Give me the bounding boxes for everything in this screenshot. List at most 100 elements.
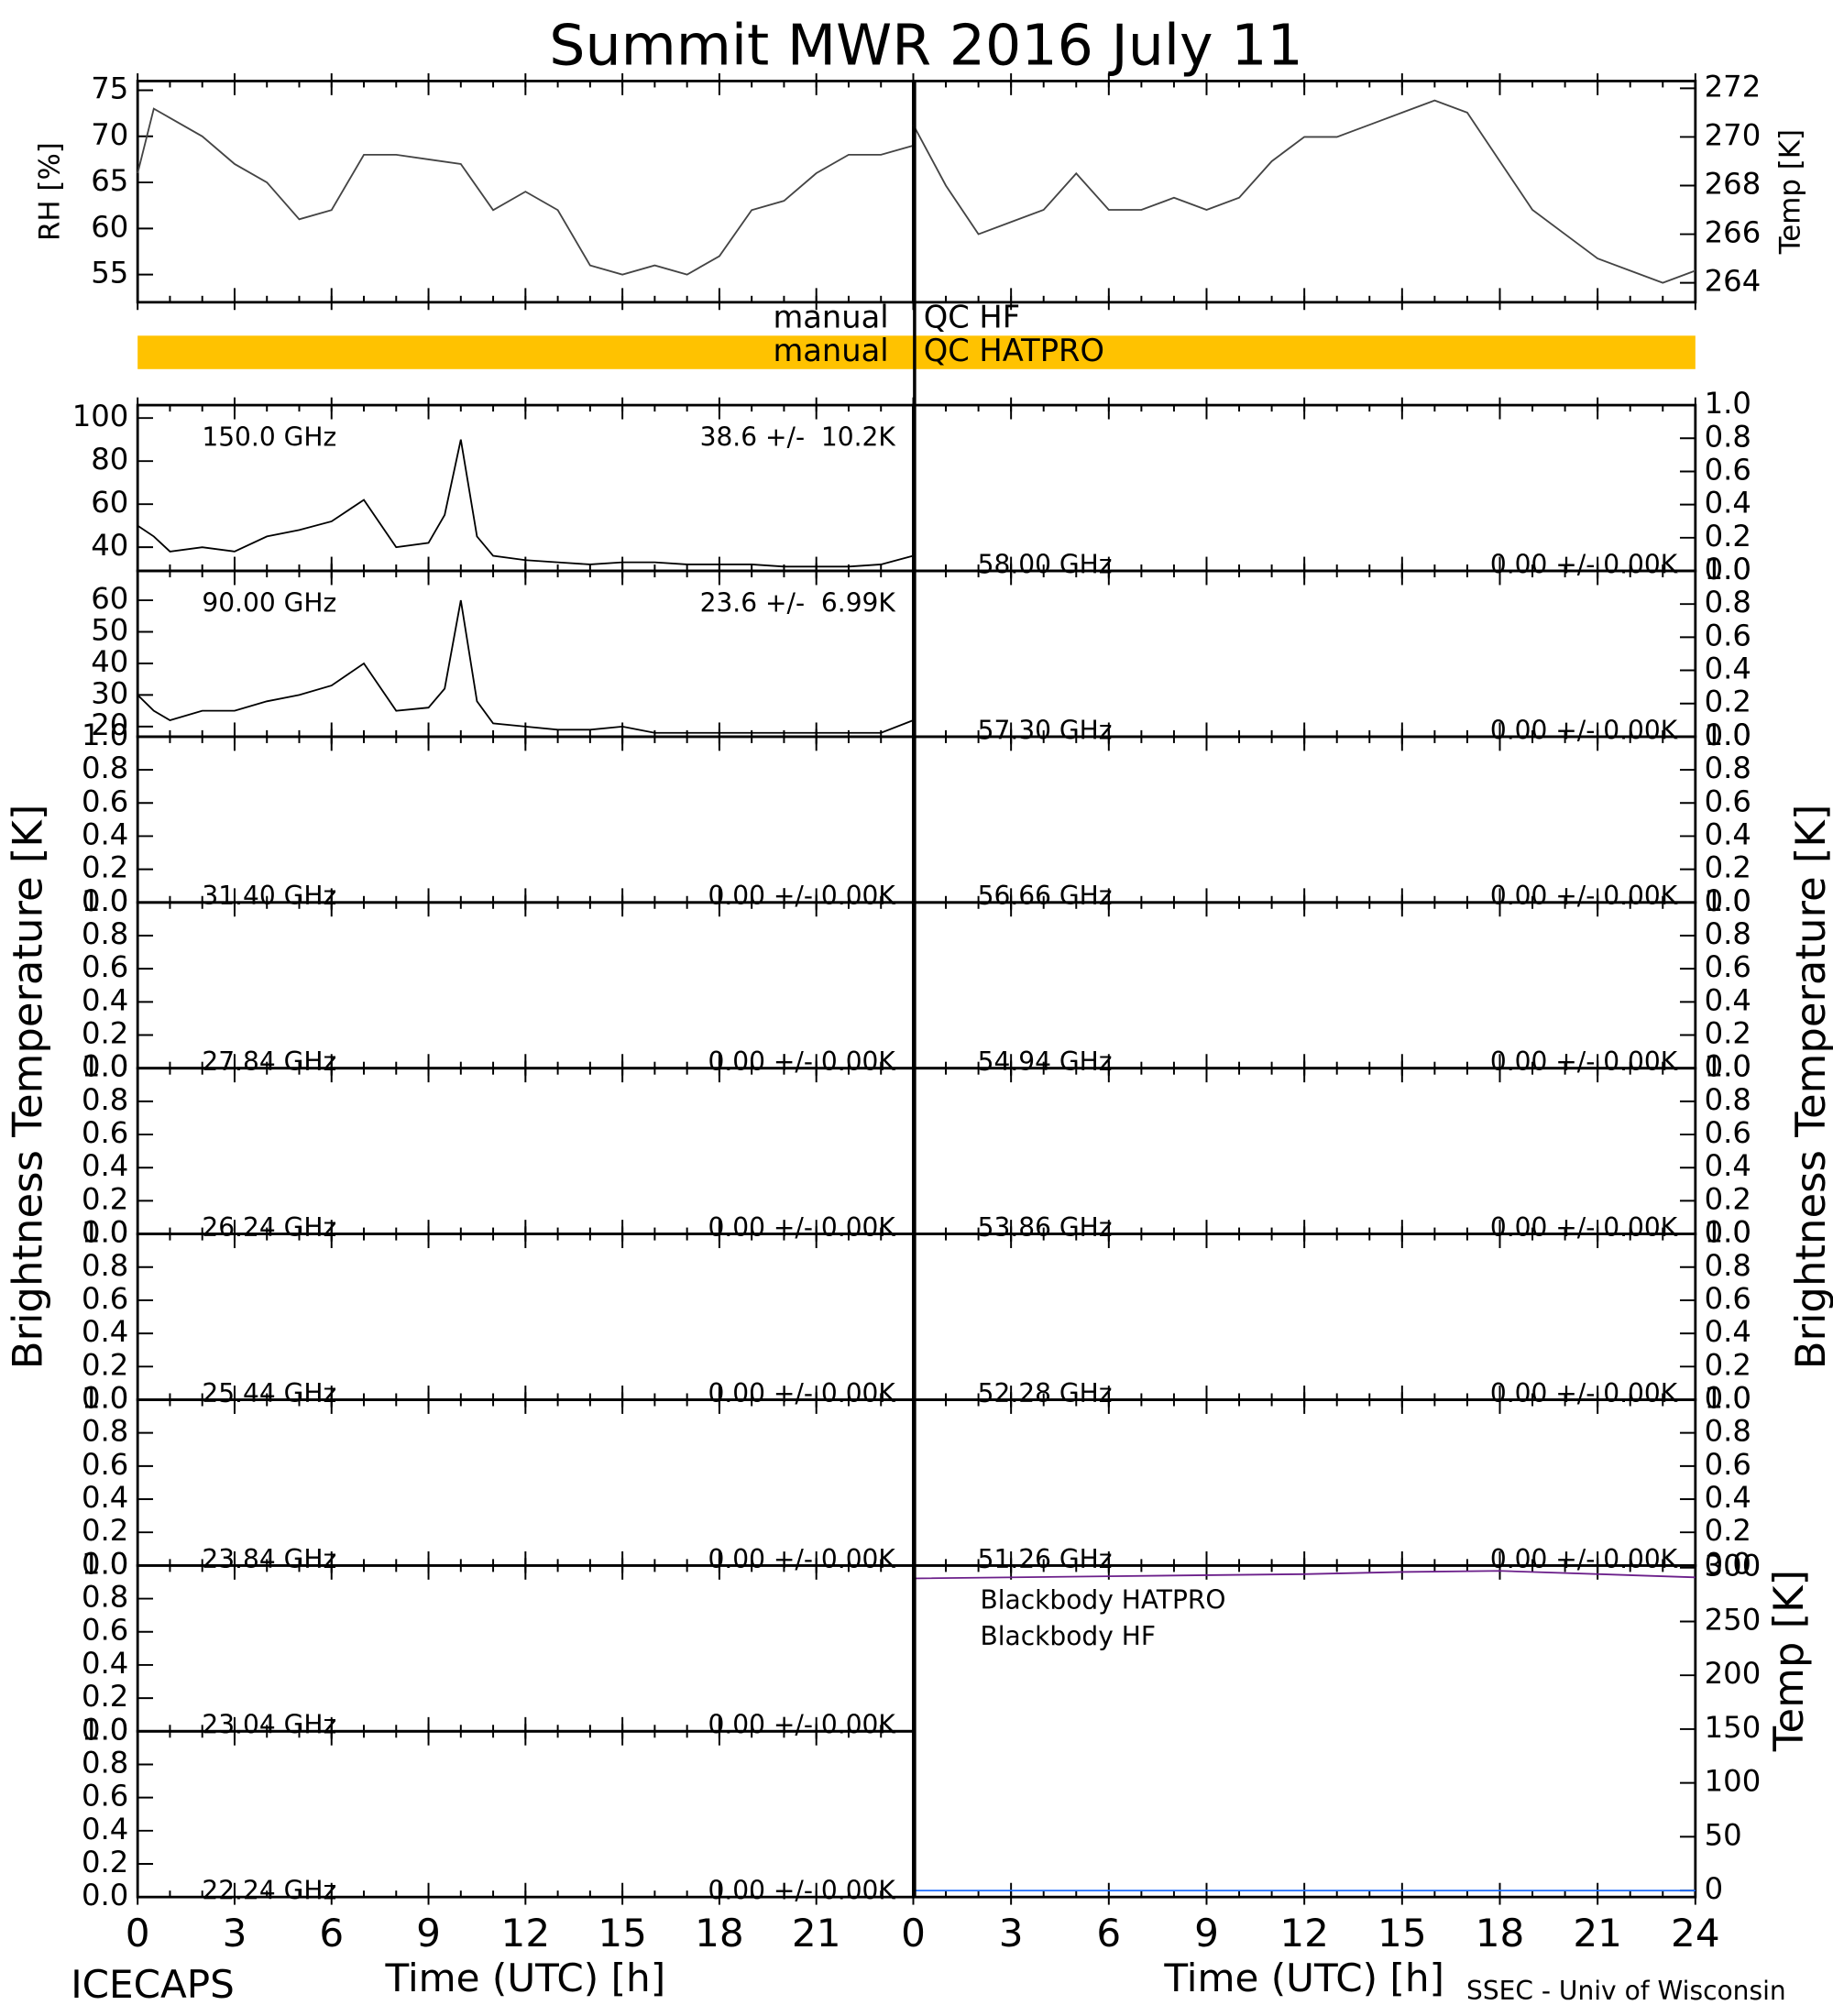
y-tick-label: 0.8 xyxy=(1705,1082,1751,1117)
data-line xyxy=(137,107,914,276)
channel-label: 27.84 GHz xyxy=(202,1046,336,1077)
x-tick-label: 24 xyxy=(1671,1911,1720,1956)
y-tick-label: 40 xyxy=(91,644,128,679)
channel-label: 150.0 GHz xyxy=(202,422,336,453)
y-tick-label: 0.6 xyxy=(82,1779,128,1813)
y-tick-label: 0.0 xyxy=(1705,1049,1751,1084)
y-tick-label: 266 xyxy=(1705,215,1762,250)
data-line xyxy=(913,1570,1696,1580)
y-tick-label: 0.6 xyxy=(82,1613,128,1648)
channel-stats: 0.00 +/- 0.00K xyxy=(708,1378,896,1408)
y-tick-label: 30 xyxy=(91,675,128,710)
y-axis-title: Temp [K] xyxy=(1774,129,1807,255)
x-tick-label: 9 xyxy=(416,1911,441,1956)
y-tick-label: 0.4 xyxy=(82,982,128,1017)
channel-label: 54.94 GHz xyxy=(978,1046,1113,1077)
y-tick-label: 65 xyxy=(91,163,128,198)
y-tick-label: 1.0 xyxy=(1705,718,1751,752)
y-tick-label: 0.0 xyxy=(82,1546,128,1581)
y-tick-label: 50 xyxy=(1705,1817,1742,1852)
y-tick-label: 1.0 xyxy=(82,883,128,918)
y-tick-label: 0.4 xyxy=(82,1314,128,1349)
y-tick-label: 50 xyxy=(91,613,128,648)
qc-bar xyxy=(137,335,1696,369)
y-tick-label: 272 xyxy=(1705,69,1762,104)
qc-label: manual xyxy=(774,300,889,335)
y-tick-label: 0.8 xyxy=(82,1414,128,1449)
y-tick-label: 0.6 xyxy=(1705,452,1751,487)
y-tick-label: 264 xyxy=(1705,264,1762,299)
channel-stats: 0.00 +/- 0.00K xyxy=(708,1212,896,1243)
y-tick-label: 0.0 xyxy=(1705,883,1751,918)
channel-stats: 0.00 +/- 0.00K xyxy=(708,881,896,911)
y-tick-label: 0.0 xyxy=(82,883,128,918)
channel-label: 57.30 GHz xyxy=(978,715,1113,745)
channel-stats: 0.00 +/- 0.00K xyxy=(708,1046,896,1077)
y-tick-label: 60 xyxy=(91,485,128,520)
chart-title: Summit MWR 2016 July 11 xyxy=(549,12,1303,78)
y-axis-title: Brightness Temperature [K] xyxy=(4,805,52,1370)
y-tick-label: 1.0 xyxy=(82,1049,128,1084)
y-tick-label: 0.2 xyxy=(1705,1347,1751,1382)
y-tick-label: 0.8 xyxy=(1705,1248,1751,1283)
y-tick-label: 0.2 xyxy=(1705,1181,1751,1216)
y-tick-label: 1.0 xyxy=(1705,883,1751,918)
x-tick-label: 21 xyxy=(1573,1911,1622,1956)
x-tick-label: 3 xyxy=(223,1911,247,1956)
y-axis-title: Brightness Temperature [K] xyxy=(1786,805,1833,1370)
footer-right: SSEC - Univ of Wisconsin xyxy=(1466,1976,1786,2006)
y-tick-label: 0.0 xyxy=(82,1712,128,1747)
channel-stats: 0.00 +/- 0.00K xyxy=(1490,1544,1678,1574)
channel-label: 58.00 GHz xyxy=(978,549,1113,579)
y-tick-label: 0.2 xyxy=(1705,1016,1751,1051)
x-tick-label: 12 xyxy=(501,1911,551,1956)
channel-label: 25.44 GHz xyxy=(202,1378,336,1408)
y-tick-label: 0.0 xyxy=(1705,718,1751,752)
y-tick-label: 0.8 xyxy=(82,916,128,951)
x-tick-label: 18 xyxy=(695,1911,744,1956)
channel-label: 23.04 GHz xyxy=(202,1710,336,1740)
x-axis-title: Time (UTC) [h] xyxy=(1163,1956,1444,2000)
y-tick-label: 0.6 xyxy=(1705,1281,1751,1316)
y-tick-label: 0.2 xyxy=(1705,1513,1751,1548)
y-tick-label: 0.8 xyxy=(1705,916,1751,951)
channel-stats: 38.6 +/- 10.2K xyxy=(700,422,896,453)
channel-stats: 0.00 +/- 0.00K xyxy=(1490,549,1678,579)
data-line xyxy=(137,439,914,568)
y-tick-label: 0.4 xyxy=(1705,652,1751,686)
channel-label: 22.24 GHz xyxy=(202,1876,336,1906)
y-tick-label: 0.8 xyxy=(1705,751,1751,785)
x-tick-label: 6 xyxy=(319,1911,344,1956)
data-line xyxy=(137,599,914,734)
y-tick-label: 1.0 xyxy=(1705,1380,1751,1415)
channel-label: 51.26 GHz xyxy=(978,1544,1113,1574)
y-tick-label: 300 xyxy=(1705,1549,1762,1583)
qc-label: QC HATPRO xyxy=(924,333,1104,368)
y-tick-label: 1.0 xyxy=(82,1546,128,1581)
channel-stats: 0.00 +/- 0.00K xyxy=(1490,1378,1678,1408)
y-tick-label: 100 xyxy=(72,399,129,433)
y-tick-label: 0.0 xyxy=(1705,1380,1751,1415)
channel-stats: 0.00 +/- 0.00K xyxy=(708,1710,896,1740)
y-axis-title: RH [%] xyxy=(34,142,67,241)
y-tick-label: 0.6 xyxy=(82,949,128,984)
y-tick-label: 0.0 xyxy=(82,1215,128,1250)
y-tick-label: 0.0 xyxy=(82,1049,128,1084)
y-tick-label: 70 xyxy=(91,117,128,152)
channel-label: 26.24 GHz xyxy=(202,1212,336,1243)
y-tick-label: 0.2 xyxy=(1705,685,1751,719)
x-tick-label: 15 xyxy=(1377,1911,1427,1956)
x-tick-label: 6 xyxy=(1096,1911,1121,1956)
y-tick-label: 0.6 xyxy=(1705,1115,1751,1150)
channel-label: 31.40 GHz xyxy=(202,881,336,911)
y-tick-label: 0.2 xyxy=(82,1679,128,1714)
y-tick-label: 80 xyxy=(91,442,128,477)
y-tick-label: 0.0 xyxy=(1705,1546,1751,1581)
x-tick-label: 9 xyxy=(1194,1911,1219,1956)
y-tick-label: 1.0 xyxy=(82,718,128,752)
channel-stats: 0.00 +/- 0.00K xyxy=(1490,1046,1678,1077)
y-tick-label: 0.4 xyxy=(82,1148,128,1183)
y-tick-label: 1.0 xyxy=(1705,386,1751,421)
y-tick-label: 1.0 xyxy=(1705,552,1751,586)
